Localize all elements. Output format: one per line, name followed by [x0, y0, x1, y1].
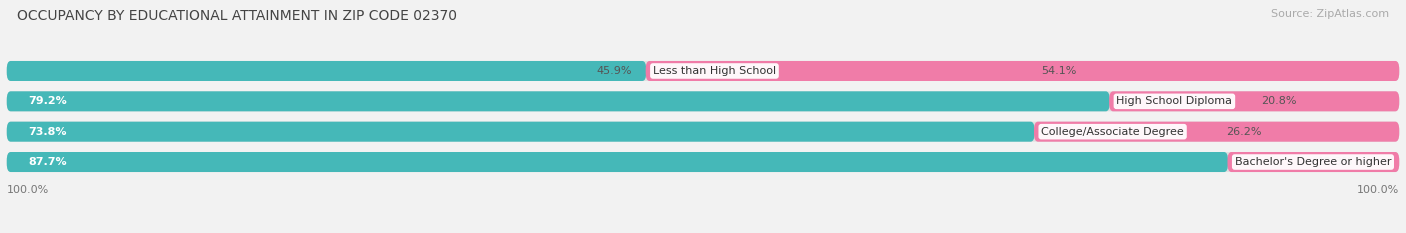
FancyBboxPatch shape	[7, 152, 1399, 172]
Text: OCCUPANCY BY EDUCATIONAL ATTAINMENT IN ZIP CODE 02370: OCCUPANCY BY EDUCATIONAL ATTAINMENT IN Z…	[17, 9, 457, 23]
FancyBboxPatch shape	[7, 91, 1399, 111]
Text: Source: ZipAtlas.com: Source: ZipAtlas.com	[1271, 9, 1389, 19]
Text: Bachelor's Degree or higher: Bachelor's Degree or higher	[1234, 157, 1391, 167]
Text: Less than High School: Less than High School	[652, 66, 776, 76]
FancyBboxPatch shape	[7, 61, 1399, 81]
Text: 45.9%: 45.9%	[596, 66, 633, 76]
FancyBboxPatch shape	[7, 152, 1227, 172]
Text: 79.2%: 79.2%	[28, 96, 66, 106]
Text: 54.1%: 54.1%	[1042, 66, 1077, 76]
Text: 100.0%: 100.0%	[1357, 185, 1399, 195]
Text: 12.3%: 12.3%	[1317, 157, 1353, 167]
Text: High School Diploma: High School Diploma	[1116, 96, 1233, 106]
FancyBboxPatch shape	[7, 91, 1109, 111]
Text: 26.2%: 26.2%	[1226, 127, 1261, 137]
Text: 100.0%: 100.0%	[7, 185, 49, 195]
FancyBboxPatch shape	[1033, 122, 1399, 142]
FancyBboxPatch shape	[1109, 91, 1399, 111]
Text: 20.8%: 20.8%	[1261, 96, 1296, 106]
Text: 73.8%: 73.8%	[28, 127, 66, 137]
Text: College/Associate Degree: College/Associate Degree	[1042, 127, 1184, 137]
FancyBboxPatch shape	[1227, 152, 1399, 172]
FancyBboxPatch shape	[7, 122, 1035, 142]
FancyBboxPatch shape	[645, 61, 1399, 81]
FancyBboxPatch shape	[7, 122, 1399, 142]
Text: 87.7%: 87.7%	[28, 157, 66, 167]
FancyBboxPatch shape	[7, 61, 647, 81]
